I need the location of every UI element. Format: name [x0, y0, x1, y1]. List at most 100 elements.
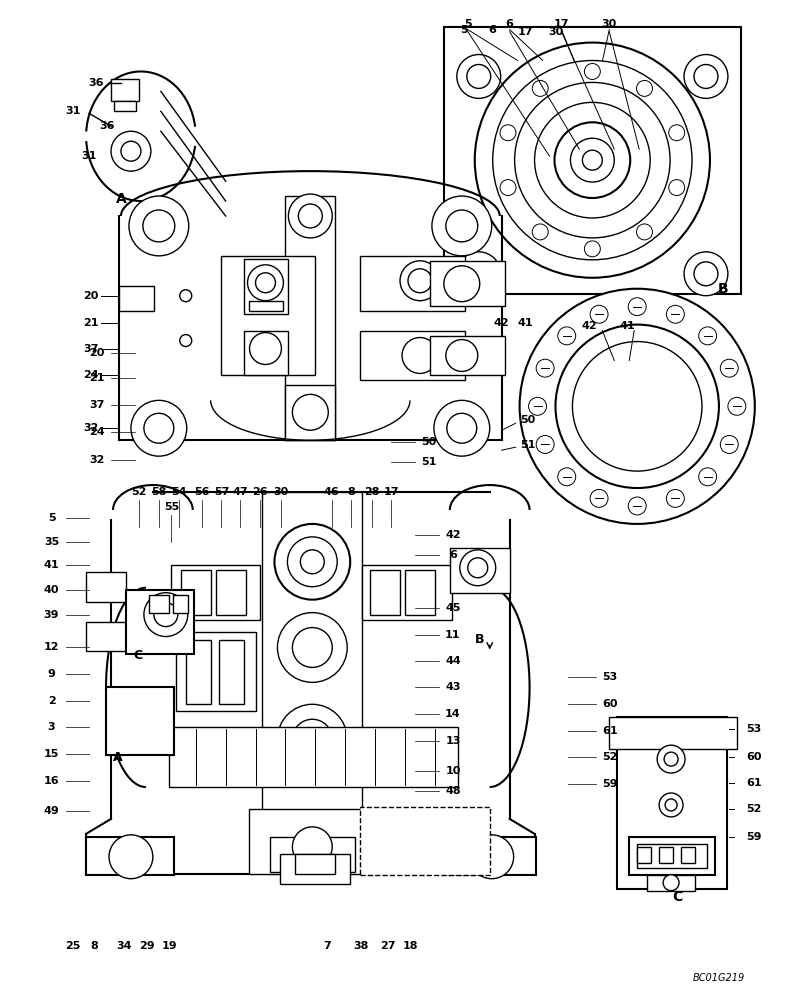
Circle shape	[683, 252, 727, 296]
Text: 5: 5	[463, 19, 471, 29]
Circle shape	[474, 43, 709, 278]
Text: 59: 59	[745, 832, 761, 842]
Circle shape	[528, 397, 546, 415]
Circle shape	[668, 180, 684, 196]
Text: B: B	[717, 282, 727, 296]
Text: 32: 32	[84, 423, 99, 433]
Bar	[637, 847, 650, 863]
Text: 41: 41	[44, 560, 59, 570]
Bar	[449, 548, 509, 593]
Circle shape	[446, 413, 476, 443]
Bar	[285, 385, 335, 440]
Circle shape	[457, 252, 500, 296]
Text: 52: 52	[602, 752, 617, 762]
Text: 32: 32	[89, 455, 105, 465]
Circle shape	[727, 397, 745, 415]
Text: 24: 24	[89, 427, 105, 437]
Bar	[175, 632, 255, 711]
Text: A: A	[115, 192, 127, 206]
Circle shape	[663, 752, 677, 766]
Bar	[114, 101, 135, 111]
Bar	[680, 847, 694, 863]
Bar	[173, 595, 187, 613]
Text: 5: 5	[460, 25, 467, 35]
Bar	[248, 301, 283, 311]
Circle shape	[292, 719, 332, 759]
Circle shape	[636, 80, 652, 96]
Bar	[444, 27, 740, 294]
Circle shape	[535, 435, 553, 453]
Circle shape	[557, 327, 575, 345]
Bar	[659, 847, 672, 863]
Circle shape	[179, 335, 191, 347]
Circle shape	[534, 102, 650, 218]
Circle shape	[433, 400, 489, 456]
Bar	[262, 492, 362, 871]
Circle shape	[109, 835, 152, 879]
Text: 19: 19	[161, 941, 178, 951]
Bar	[608, 717, 736, 749]
Text: 11: 11	[444, 630, 460, 640]
Circle shape	[129, 196, 188, 256]
Circle shape	[144, 413, 174, 443]
Bar	[370, 570, 400, 615]
Bar	[270, 837, 354, 872]
Circle shape	[663, 875, 678, 891]
Text: 25: 25	[65, 941, 80, 951]
Circle shape	[572, 342, 702, 471]
Text: 61: 61	[745, 778, 761, 788]
Circle shape	[584, 63, 599, 79]
Bar	[360, 256, 464, 311]
Text: 44: 44	[444, 656, 460, 666]
Bar	[448, 837, 535, 875]
Text: 57: 57	[213, 487, 229, 497]
Circle shape	[590, 305, 607, 323]
Text: 35: 35	[44, 537, 59, 547]
Text: 20: 20	[84, 291, 99, 301]
Text: 60: 60	[602, 699, 617, 709]
Circle shape	[555, 325, 718, 488]
Bar	[86, 572, 126, 602]
Text: 20: 20	[89, 348, 105, 358]
Text: 17: 17	[384, 487, 399, 497]
Circle shape	[287, 537, 337, 587]
Bar	[584, 76, 599, 108]
Circle shape	[500, 125, 515, 141]
Circle shape	[131, 400, 187, 456]
Circle shape	[570, 138, 614, 182]
Circle shape	[514, 82, 669, 238]
Text: 31: 31	[66, 106, 81, 116]
Circle shape	[249, 333, 281, 364]
Text: 28: 28	[364, 487, 380, 497]
Bar	[218, 640, 243, 704]
Circle shape	[719, 435, 737, 453]
Circle shape	[466, 64, 490, 88]
Text: 16: 16	[44, 776, 59, 786]
Bar	[429, 336, 504, 375]
Text: 50: 50	[519, 415, 534, 425]
Text: 15: 15	[44, 749, 59, 759]
Circle shape	[288, 194, 332, 238]
Text: 55: 55	[164, 502, 178, 512]
Circle shape	[590, 489, 607, 507]
Text: BC01G219: BC01G219	[692, 973, 744, 983]
Text: 40: 40	[44, 585, 59, 595]
Text: 61: 61	[602, 726, 617, 736]
Text: 46: 46	[324, 487, 339, 497]
Text: 34: 34	[117, 941, 132, 951]
Text: 47: 47	[232, 487, 247, 497]
Circle shape	[664, 799, 676, 811]
Circle shape	[584, 241, 599, 257]
Text: 48: 48	[444, 786, 460, 796]
Circle shape	[581, 150, 602, 170]
Bar	[280, 854, 350, 884]
Circle shape	[111, 131, 151, 171]
Text: 60: 60	[745, 752, 761, 762]
Circle shape	[292, 394, 328, 430]
Text: 31: 31	[81, 151, 97, 161]
Circle shape	[656, 745, 684, 773]
Text: 26: 26	[252, 487, 268, 497]
Bar	[106, 687, 174, 755]
Circle shape	[292, 827, 332, 867]
Text: 51: 51	[519, 440, 534, 450]
